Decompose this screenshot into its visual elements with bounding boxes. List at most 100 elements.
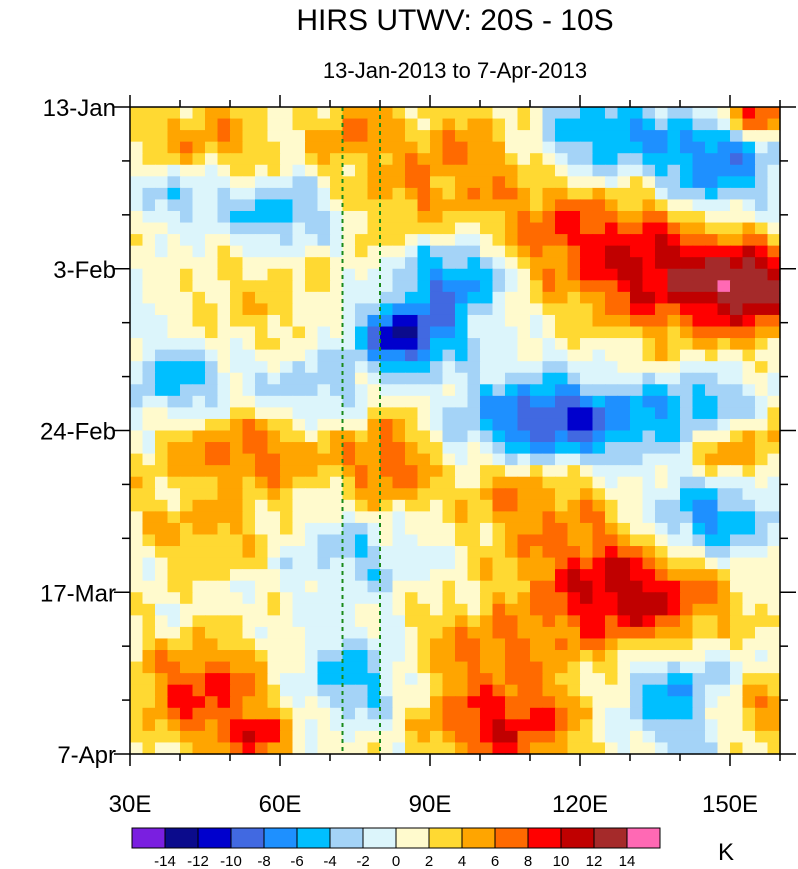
field-cell <box>717 569 731 582</box>
field-cell <box>380 511 394 524</box>
field-cell <box>417 465 431 478</box>
field-cell <box>692 534 706 547</box>
field-cell <box>630 314 644 328</box>
field-cell <box>667 176 681 189</box>
field-cell <box>555 245 569 258</box>
field-cell <box>467 603 481 616</box>
field-cell <box>130 626 144 640</box>
field-cell <box>267 742 281 755</box>
field-cell <box>342 349 356 362</box>
field-cell <box>717 673 731 686</box>
field-cell <box>355 696 369 709</box>
field-cell <box>705 453 719 466</box>
field-cell <box>330 372 344 385</box>
field-cell <box>380 580 394 593</box>
field-cell <box>380 684 394 697</box>
field-cell <box>367 222 381 235</box>
field-cell <box>467 522 481 536</box>
field-cell <box>442 245 456 258</box>
field-cell <box>292 615 306 628</box>
field-cell <box>667 580 681 593</box>
field-cell <box>167 407 181 420</box>
field-cell <box>517 222 531 235</box>
field-cell <box>692 303 706 316</box>
field-cell <box>430 245 444 258</box>
field-cell <box>367 372 381 385</box>
field-cell <box>742 314 756 328</box>
field-cell <box>180 488 194 501</box>
field-cell <box>567 707 581 720</box>
field-cell <box>442 338 456 351</box>
field-cell <box>542 210 556 224</box>
field-cell <box>692 153 706 166</box>
field-cell <box>467 742 481 755</box>
field-cell <box>630 303 644 316</box>
field-cell <box>517 453 531 466</box>
field-cell <box>417 418 431 432</box>
field-cell <box>155 650 169 663</box>
field-cell <box>392 442 406 455</box>
field-cell <box>442 234 456 247</box>
field-cell <box>192 661 206 674</box>
field-cell <box>405 453 419 466</box>
field-cell <box>717 257 731 270</box>
field-cell <box>755 580 769 593</box>
field-cell <box>705 418 719 432</box>
field-cell <box>380 372 394 385</box>
field-cell <box>155 661 169 674</box>
field-cell <box>667 141 681 154</box>
field-cell <box>267 222 281 235</box>
field-cell <box>130 384 144 397</box>
field-cell <box>530 257 544 270</box>
field-cell <box>742 187 756 201</box>
field-cell <box>205 245 219 258</box>
field-cell <box>717 280 731 293</box>
field-cell <box>367 626 381 640</box>
field-cell <box>442 730 456 744</box>
field-cell <box>580 499 594 512</box>
field-cell <box>542 650 556 663</box>
field-cell <box>392 176 406 189</box>
field-cell <box>542 384 556 397</box>
field-cell <box>517 407 531 420</box>
field-cell <box>142 730 156 744</box>
field-cell <box>755 118 769 131</box>
field-cell <box>367 187 381 201</box>
field-cell <box>142 268 156 281</box>
field-cell <box>292 430 306 443</box>
field-cell <box>180 696 194 709</box>
field-cell <box>155 245 169 258</box>
field-cell <box>667 314 681 328</box>
field-cell <box>180 499 194 512</box>
field-cell <box>580 557 594 570</box>
field-cell <box>417 534 431 547</box>
field-cell <box>342 476 356 489</box>
field-cell <box>555 673 569 686</box>
field-cell <box>592 546 606 559</box>
field-cell <box>605 372 619 385</box>
field-cell <box>405 280 419 293</box>
field-cell <box>405 384 419 397</box>
field-cell <box>730 430 744 443</box>
field-cell <box>342 650 356 663</box>
field-cell <box>267 326 281 339</box>
field-cell <box>692 499 706 512</box>
field-cell <box>480 245 494 258</box>
field-cell <box>480 650 494 663</box>
field-cell <box>242 164 256 177</box>
field-cell <box>505 130 519 143</box>
field-cell <box>255 661 269 674</box>
field-cell <box>655 291 669 305</box>
field-cell <box>155 638 169 651</box>
field-cell <box>267 534 281 547</box>
field-cell <box>542 164 556 177</box>
field-cell <box>230 684 244 697</box>
field-cell <box>230 245 244 258</box>
field-cell <box>180 280 194 293</box>
field-cell <box>642 430 656 443</box>
field-cell <box>692 696 706 709</box>
field-cell <box>255 522 269 536</box>
field-cell <box>317 280 331 293</box>
field-cell <box>330 730 344 744</box>
field-cell <box>330 684 344 697</box>
